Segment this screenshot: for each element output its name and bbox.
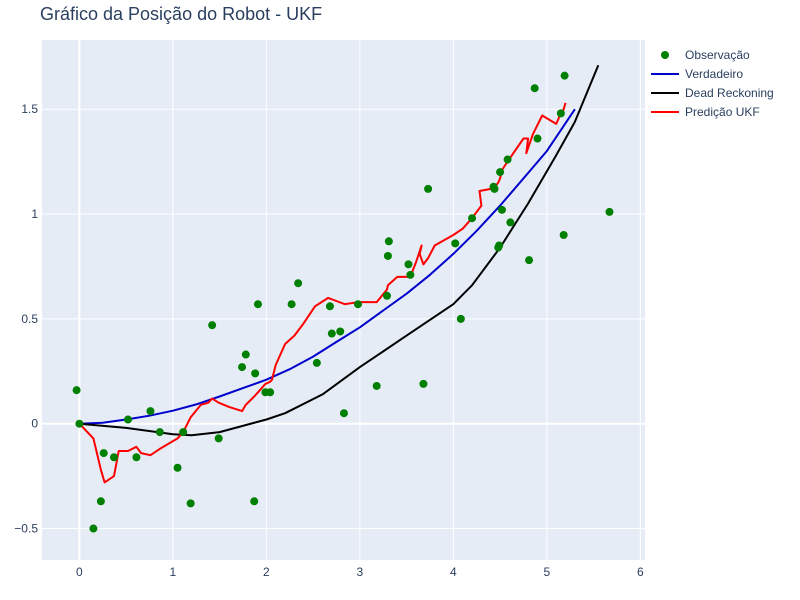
data-point (559, 231, 568, 239)
data-point (503, 155, 512, 164)
legend-marker-swatch (661, 51, 669, 59)
series-layer (72, 64, 614, 533)
data-point (406, 270, 415, 279)
data-point (287, 300, 296, 309)
legend-label: Dead Reckoning (685, 86, 774, 100)
x-tick-label: 5 (543, 565, 550, 579)
data-point (605, 207, 614, 216)
data-point (124, 415, 133, 424)
data-point (89, 524, 98, 533)
data-point (383, 251, 392, 260)
y-tick-label: 0.5 (21, 312, 38, 326)
legend[interactable]: Observação Verdadeiro Dead Reckoning Prediç… (651, 48, 774, 119)
legend-item[interactable]: Observação (661, 48, 750, 62)
x-tick-label: 4 (450, 565, 457, 579)
data-point (339, 409, 348, 418)
data-point (173, 463, 182, 472)
y-tick-label: 0 (31, 417, 38, 431)
data-point (560, 71, 569, 80)
legend-item[interactable]: Dead Reckoning (651, 86, 774, 100)
data-point (251, 369, 260, 378)
data-point (496, 168, 505, 177)
data-point (266, 388, 275, 397)
x-tick-label: 2 (263, 565, 270, 579)
tick-labels: 0 1 2 3 4 5 6 −0.5 0 0.5 1 1.5 (14, 102, 644, 579)
data-point (468, 214, 477, 223)
data-point (294, 279, 303, 288)
data-point (208, 321, 217, 330)
data-point (530, 84, 539, 93)
data-point (312, 358, 321, 367)
data-point (250, 497, 259, 506)
y-tick-label: 1 (31, 207, 38, 221)
data-point (155, 428, 164, 437)
legend-label: Observação (685, 48, 750, 62)
data-point (490, 184, 499, 193)
plot-area (42, 40, 645, 560)
data-point (353, 300, 362, 309)
legend-item[interactable]: Verdadeiro (651, 67, 743, 81)
data-point (72, 386, 81, 395)
legend-label: Predição UKF (685, 105, 760, 119)
data-point (336, 327, 345, 336)
data-point (506, 218, 515, 227)
chart-title: Gráfico da Posição do Robot - UKF (40, 4, 322, 24)
data-point (132, 453, 141, 462)
data-point (179, 428, 188, 437)
legend-label: Verdadeiro (685, 67, 743, 81)
y-tick-label: 1.5 (21, 102, 38, 116)
legend-item[interactable]: Predição UKF (651, 105, 760, 119)
y-tick-label: −0.5 (14, 522, 38, 536)
data-point (451, 239, 460, 248)
x-tick-label: 6 (637, 565, 644, 579)
data-point (325, 302, 334, 311)
x-tick-label: 3 (357, 565, 364, 579)
data-point (109, 453, 118, 462)
data-point (384, 237, 393, 246)
data-point (327, 329, 336, 338)
data-point (556, 109, 565, 118)
data-point (186, 499, 195, 508)
data-point (456, 314, 465, 323)
data-point (404, 260, 413, 269)
data-point (253, 300, 262, 309)
data-point (99, 449, 108, 458)
data-point (424, 184, 433, 193)
x-tick-label: 0 (76, 565, 83, 579)
data-point (238, 363, 247, 372)
data-point (495, 241, 504, 250)
data-point (419, 379, 428, 388)
data-point (96, 497, 105, 506)
series-markers-observa-o (72, 71, 614, 533)
data-point (382, 291, 391, 300)
data-point (146, 407, 155, 416)
data-point (241, 350, 250, 359)
data-point (525, 256, 534, 265)
data-point (214, 434, 223, 443)
x-tick-label: 1 (170, 565, 177, 579)
data-point (75, 419, 84, 428)
data-point (372, 381, 381, 390)
data-point (497, 205, 506, 214)
data-point (533, 134, 542, 143)
grid-lines (42, 40, 645, 560)
series-line-verdadeiro (79, 108, 576, 425)
